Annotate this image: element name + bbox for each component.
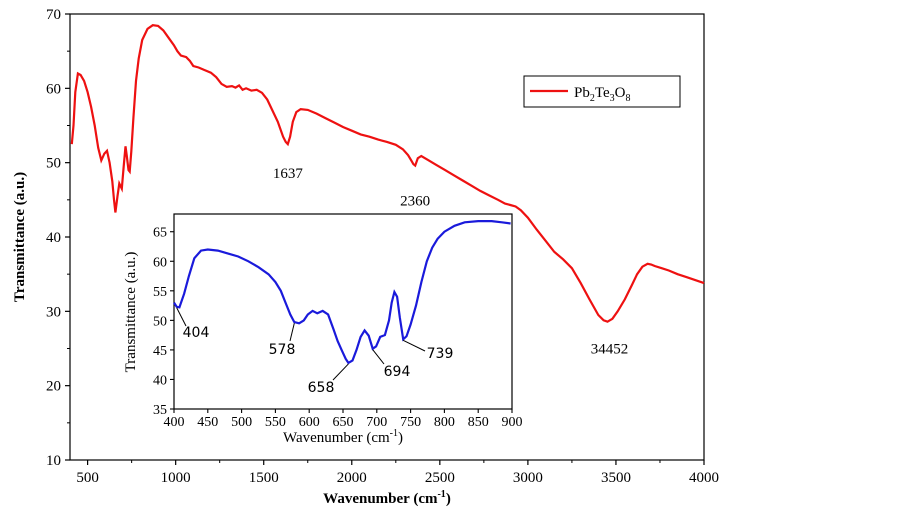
inset-x-tick-label: 650 [333, 415, 354, 430]
inset-x-tick-label: 500 [231, 415, 252, 430]
inset-x-tick-label: 450 [197, 415, 218, 430]
main-y-tick-label: 60 [46, 81, 61, 97]
inset-y-tick-label: 35 [153, 403, 167, 418]
inset-peak-leader [402, 339, 426, 352]
main-x-axis-label: Wavenumber (cm-1) [323, 489, 451, 507]
main-y-tick-label: 30 [46, 304, 61, 320]
main-y-ticks: 10 20 30 40 50 60 70 [46, 7, 70, 469]
main-x-tick-label: 3500 [601, 470, 631, 486]
legend: Pb2Te3O8 [523, 75, 681, 108]
main-y-tick-label: 70 [46, 7, 61, 23]
inset-y-tick-label: 55 [153, 285, 167, 300]
inset-peak-label: 658 [308, 380, 335, 396]
inset-y-axis-label: Transmittance (a.u.) [123, 252, 139, 373]
inset-y-tick-label: 40 [153, 373, 167, 388]
main-x-tick-label: 1000 [161, 470, 191, 486]
main-y-axis-label: Transmittance (a.u.) [12, 172, 28, 302]
inset-peak-leader [176, 307, 187, 327]
main-x-tick-label: 1500 [249, 470, 279, 486]
inset-x-tick-label: 400 [164, 415, 185, 430]
main-peak-label: 2360 [400, 194, 430, 210]
main-y-tick-label: 50 [46, 156, 61, 172]
inset-y-tick-label: 50 [153, 314, 167, 329]
main-x-ticks: 500 1000 1500 2000 2500 3000 3500 4000 [76, 460, 719, 486]
inset-y-ticks: 35 40 45 50 55 60 65 [153, 226, 174, 418]
main-x-tick-label: 2000 [337, 470, 367, 486]
inset-y-tick-label: 65 [153, 226, 167, 241]
main-series-line [70, 24, 705, 323]
legend-label: Pb2Te3O8 [574, 85, 630, 104]
inset-x-axis-label: Wavenumber (cm-1) [283, 428, 403, 446]
inset-annotations: 404 578 658 694 739 [176, 307, 454, 396]
inset-y-tick-label: 60 [153, 255, 167, 270]
inset-peak-leader [332, 363, 349, 381]
inset-peak-label: 739 [427, 346, 454, 362]
inset-peak-leader [372, 349, 385, 365]
inset-x-tick-label: 850 [468, 415, 489, 430]
inset-x-ticks: 400 450 500 550 600 650 700 750 800 850 900 [164, 409, 523, 430]
inset-series-line [173, 220, 511, 365]
main-x-tick-label: 3000 [513, 470, 543, 486]
inset-peak-label: 404 [183, 325, 210, 341]
inset-x-tick-label: 700 [366, 415, 387, 430]
main-x-tick-label: 4000 [689, 470, 719, 486]
inset-x-tick-label: 900 [502, 415, 523, 430]
main-y-tick-label: 40 [46, 230, 61, 246]
main-x-tick-label: 2500 [425, 470, 455, 486]
inset-x-tick-label: 750 [400, 415, 421, 430]
inset-peak-label: 578 [269, 342, 296, 358]
inset-y-tick-label: 45 [153, 344, 167, 359]
inset-x-tick-label: 550 [265, 415, 286, 430]
main-peak-label: 1637 [273, 166, 304, 182]
inset-peak-label: 694 [384, 364, 411, 380]
inset-x-tick-label: 600 [299, 415, 320, 430]
inset-x-tick-label: 800 [434, 415, 455, 430]
main-y-tick-label: 10 [46, 453, 61, 469]
main-y-tick-label: 20 [46, 379, 61, 395]
main-chart: 10 20 30 40 50 60 70 500 1000 1500 2000 2500 3000 35… [12, 7, 719, 507]
inset-chart: 35 40 45 50 55 60 65 400 450 500 550 600 650 700 750 8… [123, 213, 523, 446]
main-peak-label: 34452 [591, 342, 629, 358]
inset-plot-frame [173, 213, 513, 410]
main-x-tick-label: 500 [76, 470, 99, 486]
main-annotations: 1637 2360 34452 [273, 166, 628, 358]
inset-peak-leader [289, 323, 295, 342]
